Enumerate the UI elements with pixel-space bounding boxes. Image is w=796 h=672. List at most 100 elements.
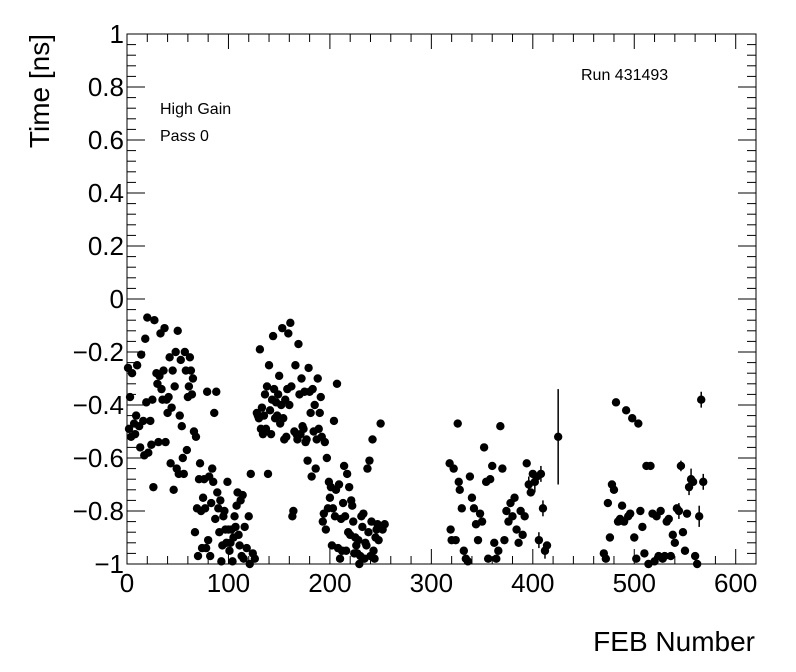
- y-tick-label: −0.8: [73, 496, 124, 526]
- data-point: [475, 509, 485, 518]
- data-point: [694, 512, 704, 521]
- data-point: [177, 422, 186, 431]
- data-point: [463, 557, 473, 566]
- data-point: [656, 506, 665, 516]
- data-point: [453, 419, 462, 428]
- data-point: [170, 382, 179, 391]
- data-point: [526, 488, 535, 497]
- data-point: [178, 453, 187, 463]
- data-point: [692, 559, 702, 569]
- data-point: [630, 533, 639, 542]
- data-point: [167, 403, 176, 412]
- data-point: [374, 535, 383, 545]
- data-point: [678, 528, 688, 537]
- data-point: [201, 543, 211, 553]
- data-point: [144, 448, 153, 457]
- data-point: [362, 541, 371, 550]
- data-point: [297, 374, 306, 383]
- data-point: [454, 477, 463, 487]
- data-point: [632, 554, 641, 563]
- data-point: [477, 517, 487, 526]
- data-point: [250, 554, 260, 563]
- data-point: [640, 549, 649, 558]
- data-point: [510, 493, 519, 502]
- y-axis-title: Time [ns]: [24, 34, 55, 148]
- data-point: [368, 435, 377, 444]
- data-point: [303, 456, 312, 465]
- data-point: [668, 530, 678, 540]
- data-point: [332, 379, 342, 388]
- data-point: [137, 350, 146, 359]
- data-point: [451, 535, 460, 545]
- x-tick-label: 400: [511, 568, 554, 598]
- data-point: [311, 464, 320, 473]
- data-point: [473, 535, 483, 545]
- data-point: [190, 528, 200, 537]
- data-point: [634, 419, 643, 428]
- data-point: [124, 424, 134, 434]
- y-tick-label: 1: [110, 19, 124, 49]
- data-point: [260, 390, 270, 399]
- data-point: [205, 551, 215, 561]
- data-point: [494, 546, 503, 555]
- data-point: [680, 546, 690, 555]
- axis-ticks: [126, 33, 757, 565]
- error-bars: [527, 389, 704, 559]
- y-tick-label: 0.8: [88, 72, 124, 102]
- x-tick-label: 600: [714, 568, 757, 598]
- data-point: [605, 533, 615, 542]
- x-tick-label: 0: [120, 568, 134, 598]
- data-point: [306, 408, 315, 418]
- data-point: [316, 392, 325, 402]
- data-point: [446, 525, 455, 534]
- data-point: [264, 361, 274, 370]
- data-point: [191, 432, 201, 441]
- data-point: [255, 345, 265, 354]
- data-point: [490, 538, 499, 547]
- data-point: [601, 554, 611, 563]
- data-point: [239, 554, 248, 563]
- data-point: [130, 429, 140, 439]
- data-point: [315, 408, 324, 418]
- data-point: [459, 546, 469, 555]
- data-point: [259, 411, 269, 420]
- data-point: [242, 543, 251, 553]
- data-point: [646, 461, 655, 471]
- data-point: [310, 400, 319, 410]
- data-point: [262, 382, 272, 391]
- data-point: [328, 504, 338, 513]
- data-point: [173, 326, 182, 335]
- data-point: [636, 506, 645, 516]
- data-point: [198, 493, 208, 502]
- data-point: [294, 339, 303, 349]
- pass-annotation: Pass 0: [160, 128, 209, 145]
- data-point: [465, 472, 475, 481]
- data-point: [185, 353, 195, 362]
- data-point: [265, 406, 275, 415]
- data-point: [179, 469, 189, 479]
- data-point: [674, 506, 684, 516]
- data-point: [467, 493, 477, 502]
- data-point: [235, 541, 244, 550]
- data-point: [168, 366, 177, 375]
- data-point: [496, 422, 505, 431]
- data-point: [344, 482, 354, 492]
- y-tick-label: −0.6: [73, 443, 124, 473]
- data-point: [302, 435, 311, 444]
- data-point: [512, 525, 521, 534]
- data-point: [263, 469, 273, 479]
- data-point: [628, 414, 637, 423]
- data-point: [180, 347, 190, 357]
- data-point: [536, 469, 546, 479]
- x-tick-label: 100: [207, 568, 250, 598]
- data-point: [228, 557, 237, 566]
- data-point: [334, 480, 344, 489]
- data-point: [603, 498, 613, 508]
- data-point: [146, 416, 155, 426]
- data-point: [131, 411, 141, 420]
- data-point: [135, 443, 145, 452]
- data-point: [358, 522, 367, 532]
- data-point: [169, 485, 178, 494]
- data-point: [202, 387, 212, 396]
- data-point: [240, 522, 249, 532]
